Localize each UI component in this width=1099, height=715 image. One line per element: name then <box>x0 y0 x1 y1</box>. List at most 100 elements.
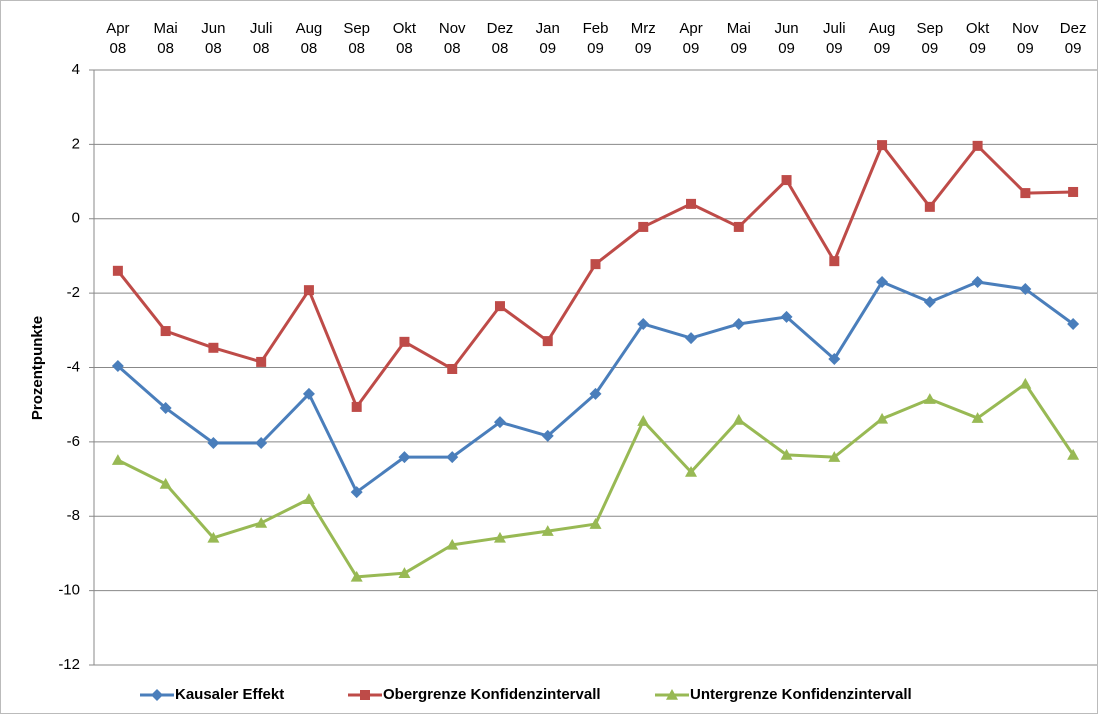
legend-label: Obergrenze Konfidenzintervall <box>383 686 601 703</box>
legend-marker <box>151 689 163 701</box>
marker <box>398 567 411 578</box>
marker <box>541 525 554 536</box>
x-tick-label: Nov 09 <box>1012 20 1039 57</box>
marker <box>781 175 792 186</box>
y-tick-label: 0 <box>72 210 80 227</box>
marker <box>159 402 172 415</box>
marker <box>111 454 124 465</box>
legend-label: Kausaler Effekt <box>175 686 284 703</box>
marker <box>732 317 745 330</box>
marker <box>685 465 698 477</box>
marker <box>446 451 459 464</box>
marker <box>971 275 984 288</box>
marker <box>493 531 506 543</box>
marker <box>1020 188 1031 199</box>
legend-label: Untergrenze Konfidenzintervall <box>690 686 912 703</box>
x-tick-label: Jan 09 <box>535 20 560 57</box>
marker <box>780 448 793 460</box>
y-tick-label: -8 <box>67 507 80 524</box>
marker <box>972 140 983 151</box>
marker <box>685 332 698 345</box>
marker <box>542 336 553 347</box>
legend-marker <box>666 689 678 700</box>
x-tick-label: Juli 08 <box>249 20 273 57</box>
x-tick-label: Nov 08 <box>438 20 466 57</box>
marker <box>637 317 650 330</box>
marker <box>686 198 697 209</box>
marker <box>493 416 506 429</box>
marker <box>350 486 363 499</box>
x-tick-label: Feb 09 <box>582 20 609 57</box>
marker <box>924 201 935 212</box>
marker <box>1019 283 1032 296</box>
marker <box>303 285 314 296</box>
marker <box>446 538 459 550</box>
y-tick-label: 2 <box>72 135 80 152</box>
marker <box>780 310 793 323</box>
marker <box>828 352 841 365</box>
marker <box>829 256 840 267</box>
x-tick-label: Jun 09 <box>774 20 799 57</box>
marker <box>1067 317 1080 330</box>
marker <box>160 326 171 337</box>
y-tick-label: -12 <box>58 656 80 673</box>
marker <box>1067 448 1080 460</box>
x-tick-label: Apr 09 <box>679 20 703 57</box>
marker <box>541 429 554 442</box>
marker <box>877 140 888 151</box>
marker <box>398 451 411 464</box>
marker <box>302 387 315 400</box>
x-tick-label: Aug 08 <box>295 20 323 57</box>
x-tick-label: Okt 08 <box>392 20 417 57</box>
y-tick-label: -2 <box>67 284 80 301</box>
marker <box>399 336 410 347</box>
marker <box>828 451 841 462</box>
y-axis-label: Prozentpunkte <box>29 316 46 420</box>
y-tick-label: -10 <box>58 582 80 599</box>
marker <box>1019 377 1032 389</box>
x-tick-label: Dez 08 <box>486 20 514 57</box>
x-tick-label: Mrz 09 <box>630 20 656 57</box>
marker <box>350 570 363 582</box>
x-tick-label: Apr 08 <box>106 20 130 57</box>
marker <box>255 516 268 528</box>
marker <box>255 436 268 449</box>
marker <box>876 275 889 288</box>
y-tick-label: 4 <box>72 61 80 78</box>
x-tick-label: Juli 09 <box>823 20 846 57</box>
x-tick-label: Dez 09 <box>1059 20 1087 57</box>
y-tick-label: -4 <box>67 358 80 375</box>
marker <box>923 393 936 404</box>
marker <box>111 360 124 373</box>
marker <box>351 401 362 412</box>
marker <box>207 531 220 543</box>
marker <box>208 342 219 353</box>
legend-marker <box>360 690 370 700</box>
marker <box>207 436 220 449</box>
x-tick-label: Sep 09 <box>916 20 944 57</box>
x-tick-label: Mai 08 <box>153 20 178 57</box>
marker <box>637 415 650 426</box>
marker <box>923 296 936 309</box>
marker <box>159 477 172 489</box>
marker <box>590 259 601 270</box>
x-tick-label: Aug 09 <box>868 20 896 57</box>
marker <box>589 387 602 400</box>
series-line <box>116 280 1075 494</box>
marker <box>733 221 744 232</box>
marker <box>638 221 649 232</box>
marker <box>256 356 267 367</box>
x-tick-label: Okt 09 <box>965 20 990 57</box>
x-tick-label: Jun 08 <box>201 20 226 57</box>
marker <box>112 265 123 276</box>
marker <box>971 412 984 423</box>
marker <box>447 363 458 374</box>
series-line <box>117 382 1075 579</box>
marker <box>589 518 602 529</box>
marker <box>302 493 315 504</box>
marker <box>876 412 889 424</box>
marker <box>1068 186 1079 197</box>
x-tick-label: Mai 09 <box>726 20 751 57</box>
